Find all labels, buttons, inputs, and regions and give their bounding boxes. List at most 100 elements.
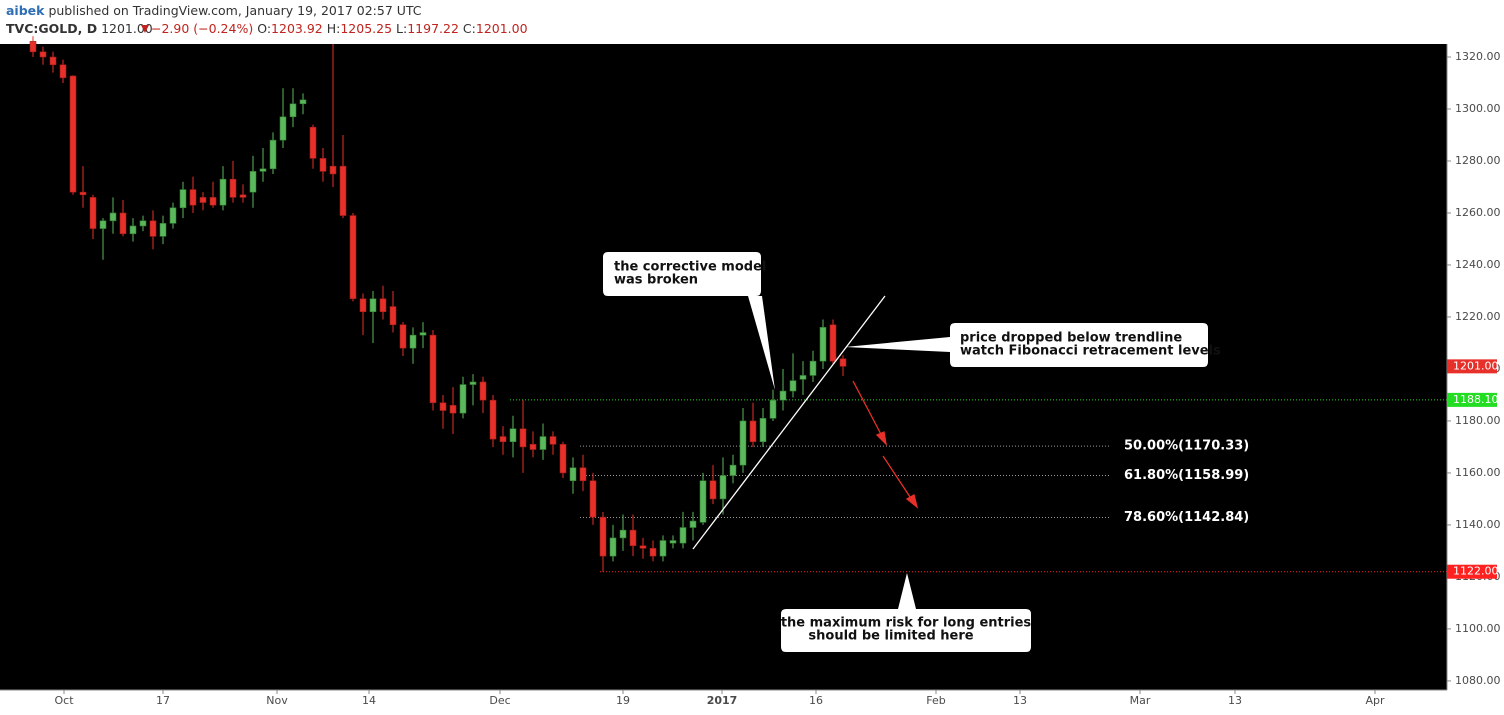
plot	[29, 36, 1447, 573]
y-tick-label: 1160.00	[1455, 466, 1501, 479]
c-label: C:	[463, 21, 476, 36]
fib-label: 50.00%(1170.33)	[1124, 439, 1249, 454]
candle-body	[829, 324, 837, 362]
candle-body	[99, 220, 107, 229]
price-tag	[1447, 392, 1497, 407]
plot-bg	[0, 44, 1447, 690]
candle-body	[379, 298, 387, 313]
x-tick-label: 17	[156, 694, 170, 707]
candle-body	[769, 399, 777, 419]
candle-body	[199, 197, 207, 203]
candle-body	[39, 51, 47, 58]
x-tick-label: 2017	[707, 694, 738, 707]
candle-body	[509, 428, 517, 443]
candle-body	[529, 444, 537, 450]
candle-body	[439, 402, 447, 411]
candle-body	[289, 103, 297, 118]
o-label: O:	[257, 21, 271, 36]
x-tick-label: Mar	[1130, 694, 1151, 707]
candle-body	[499, 436, 507, 443]
last-price-label: 1201.00	[1453, 359, 1499, 372]
callout-text: price dropped below trendline	[960, 331, 1182, 346]
down-triangle	[141, 25, 149, 33]
candle-body	[69, 75, 77, 193]
x-tick-label: Feb	[926, 694, 945, 707]
candle-body	[409, 334, 417, 349]
candle-body	[469, 381, 477, 385]
callout-text: was broken	[614, 273, 698, 288]
candle-body	[649, 548, 657, 557]
candle-body	[49, 56, 57, 66]
candle-body	[219, 178, 227, 206]
candle-body	[579, 467, 587, 482]
header-bg	[0, 0, 1504, 44]
candle-body	[659, 540, 667, 557]
callout-text: watch Fibonacci retracement levels	[960, 344, 1221, 359]
candle-body	[539, 436, 547, 450]
x-tick-label: 13	[1013, 694, 1027, 707]
candle-body	[129, 225, 137, 235]
y-tick-label: 1180.00	[1455, 414, 1501, 427]
x-tick-label: 13	[1228, 694, 1242, 707]
candle-body	[549, 436, 557, 445]
candle-body	[259, 168, 267, 172]
y-tick-label: 1080.00	[1455, 674, 1501, 687]
candle-body	[519, 428, 527, 448]
candle-body	[489, 399, 497, 440]
candle-body	[609, 537, 617, 557]
candle-body	[159, 223, 167, 237]
change: −2.90 (−0.24%)	[151, 21, 253, 36]
callout: price dropped below trendline watch Fibo…	[845, 323, 1221, 367]
arrow	[852, 380, 885, 441]
price-tag	[1447, 564, 1497, 579]
x-tick-label: 19	[616, 694, 630, 707]
candle-body	[559, 444, 567, 474]
high: 1205.25	[340, 21, 392, 36]
symbol: TVC:GOLD, D	[6, 21, 97, 36]
candle-body	[169, 207, 177, 224]
candle-body	[149, 220, 157, 237]
y-tick-label: 1260.00	[1455, 206, 1501, 219]
candle-body	[179, 189, 187, 209]
candle-body	[339, 165, 347, 216]
header-line-2: TVC:GOLD, D 1201.00	[6, 21, 153, 36]
candle-body	[309, 126, 317, 159]
candle-body	[389, 306, 397, 326]
x-tick-label: 16	[809, 694, 823, 707]
published: published on TradingView.com, January 19…	[48, 3, 421, 18]
candle-body	[449, 405, 457, 414]
candle-body	[779, 390, 787, 401]
callout: the maximum risk for long entries should…	[781, 573, 1031, 652]
candle-body	[599, 516, 607, 557]
candle-body	[789, 380, 797, 392]
y-tick-label: 1300.00	[1455, 102, 1501, 115]
candle-body	[189, 189, 197, 206]
x-tick-label: Apr	[1365, 694, 1385, 707]
candle-body	[669, 540, 677, 544]
candle-body	[299, 99, 307, 105]
candle-body	[819, 327, 827, 362]
candle-body	[119, 212, 127, 235]
candle-body	[459, 384, 467, 414]
candle-body	[729, 464, 737, 476]
y-tick-label: 1140.00	[1455, 518, 1501, 531]
price-tag-label: 1188.10	[1453, 393, 1499, 406]
callout-text: the corrective model	[614, 260, 766, 275]
time-axis-bg	[0, 690, 1447, 715]
candle-body	[479, 381, 487, 401]
candle-body	[699, 480, 707, 523]
arrow	[882, 455, 915, 504]
callout-box	[603, 252, 775, 390]
candle-body	[59, 64, 67, 79]
candle-body	[639, 545, 647, 549]
y-tick-label: 1320.00	[1455, 50, 1501, 63]
candle-body	[719, 475, 727, 500]
x-tick-label: Nov	[266, 694, 288, 707]
author: aibek	[6, 3, 45, 18]
y-tick-label: 1220.00	[1455, 310, 1501, 323]
arrow-head	[875, 431, 887, 446]
candle-body	[269, 139, 277, 170]
header-line-2b: −2.90 (−0.24%) O:1203.92 H:1205.25 L:119…	[151, 21, 528, 36]
callout-text: should be limited here	[808, 629, 973, 644]
trendline	[692, 295, 886, 550]
